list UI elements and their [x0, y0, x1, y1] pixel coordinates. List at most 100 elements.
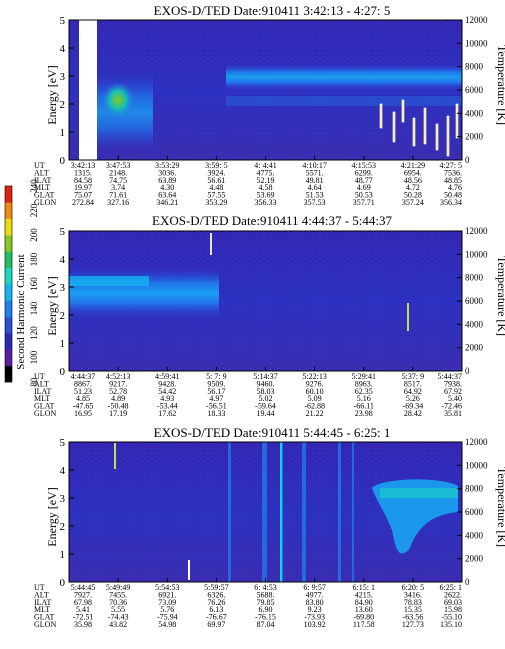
orbit-cell: 15.35 [404, 605, 422, 614]
y2-tick-label: 2000 [465, 132, 484, 142]
panel-2-title: EXOS-D/TED Date:910411 4:44:37 - 5:44:37 [152, 213, 392, 228]
colorbar-cell [5, 235, 12, 252]
orbit-cell: 4977. [306, 590, 324, 599]
y-tick-label: 4 [60, 43, 66, 55]
orbit-cell: 6954. [404, 168, 422, 177]
panel-3-y2label: Temperature [K] [495, 467, 505, 547]
orbit-cell: -53.44 [157, 402, 178, 411]
y2-tick-label: 8000 [465, 273, 484, 283]
orbit-cell: 73.09 [158, 598, 176, 607]
orbit-cell: 357.71 [353, 198, 375, 207]
colorbar-tick-label: 220 [29, 203, 39, 217]
panel-3-axes: 0 1 2 3 4 5 0 2000 4000 6000 8000 10000 12000 [60, 437, 489, 589]
colorbar-tick-label: 80 [29, 377, 39, 387]
panel-1-data-gap [79, 20, 97, 160]
y-tick-label: 5 [60, 437, 66, 449]
orbit-cell: 5571. [306, 168, 324, 177]
y-tick-label: 3 [60, 493, 66, 505]
y-tick-label: 5 [60, 15, 66, 27]
y2-tick-label: 8000 [465, 62, 484, 72]
colorbar-cell [5, 186, 12, 203]
orbit-cell: -73.93 [304, 613, 325, 622]
orbit-cell: 79.85 [257, 598, 275, 607]
orbit-cell: 4.76 [448, 183, 462, 192]
colorbar-frame [4, 185, 13, 383]
orbit-cell: 75.07 [74, 191, 92, 200]
orbit-cell: 7455. [109, 590, 127, 599]
orbit-cell: 4:59:41 [155, 372, 179, 381]
y2-tick-label: 12000 [465, 15, 488, 25]
orbit-cell: 67.92 [444, 387, 462, 396]
orbit-cell: 4775. [257, 168, 275, 177]
panel-1-saturation-spikes [379, 99, 459, 157]
orbit-cell: 6:20: 5 [402, 583, 424, 592]
y2-tick-label: 0 [465, 155, 470, 165]
panel-3-plot [69, 442, 462, 582]
orbit-cell: -59.64 [255, 402, 276, 411]
panel-1-title: EXOS-D/TED Date:910411 3:42:13 - 4:27: 5 [154, 3, 391, 18]
panel-1-plot [69, 20, 462, 160]
orbit-cell: 9428. [158, 379, 176, 388]
orbit-cell: 69.03 [444, 598, 462, 607]
orbit-cell: 67.98 [74, 598, 92, 607]
orbit-cell: 117.58 [353, 620, 375, 629]
orbit-cell: -66.11 [354, 402, 374, 411]
y2-tick-label: 2000 [465, 554, 484, 564]
panel-2-axes: 0 1 2 3 4 5 0 2000 4000 6000 8000 10000 12000 [60, 226, 489, 378]
orbit-cell: 4.93 [160, 394, 174, 403]
orbit-cell: 356.33 [255, 198, 277, 207]
orbit-cell: 4215. [355, 590, 373, 599]
y-tick-label: 4 [60, 254, 66, 266]
y2-tick-label: 0 [465, 577, 470, 587]
orbit-cell: 5688. [257, 590, 275, 599]
y-tick-label: 0 [60, 366, 66, 378]
orbit-cell: 5:44:37 [438, 372, 462, 381]
y-tick-label: 3 [60, 71, 66, 83]
orbit-cell: 4:21:29 [401, 161, 425, 170]
orbit-row-label: ALT [34, 590, 49, 599]
orbit-cell: 58.03 [257, 387, 275, 396]
orbit-cell: 4.64 [308, 183, 322, 192]
orbit-row-label: MLT [34, 394, 50, 403]
orbit-cell: 6:15: 1 [353, 583, 375, 592]
orbit-cell: 51.53 [306, 191, 324, 200]
orbit-cell: 5:14:37 [253, 372, 277, 381]
y-tick-label: 1 [60, 338, 66, 350]
colorbar-cell [5, 333, 12, 350]
orbit-cell: 4.97 [209, 394, 223, 403]
orbit-cell: 56.61 [207, 176, 225, 185]
orbit-cell: 3416. [404, 590, 422, 599]
orbit-cell: 51.23 [74, 387, 92, 396]
y2-tick-label: 6000 [465, 85, 484, 95]
orbit-row-label: UT [34, 372, 45, 381]
orbit-cell: 69.97 [207, 620, 225, 629]
orbit-cell: 23.98 [355, 409, 373, 418]
colorbar-title: Second Harmonic Current [15, 254, 27, 369]
colorbar-tick-label: 100 [29, 350, 39, 364]
orbit-row-label: GLAT [34, 402, 55, 411]
orbit-cell: 76.26 [207, 598, 225, 607]
orbit-cell: -63.56 [403, 613, 424, 622]
orbit-cell: 7536. [444, 168, 462, 177]
panel-1-hot-region [102, 82, 134, 118]
panel-2-ylabel: Energy [eV] [45, 276, 59, 335]
orbit-cell: -75.94 [157, 613, 178, 622]
orbit-row-label: GLAT [34, 613, 55, 622]
y2-tick-label: 4000 [465, 108, 484, 118]
orbit-cell: 70.36 [109, 598, 127, 607]
orbit-cell: 5:37: 9 [402, 372, 424, 381]
orbit-cell: 4:15:53 [352, 161, 376, 170]
panel-2: EXOS-D/TED Date:910411 4:44:37 - 5:44:37… [34, 213, 505, 418]
orbit-cell: 8867. [74, 379, 92, 388]
orbit-cell: -47.65 [73, 402, 94, 411]
orbit-cell: 3:42:13 [71, 161, 95, 170]
colorbar-ticks: 80 100 120 140 160 180 200 220 240 [29, 179, 39, 387]
orbit-row-label: MLT [34, 605, 50, 614]
y2-tick-label: 12000 [465, 437, 488, 447]
y2-tick-label: 6000 [465, 296, 484, 306]
orbit-cell: 3036. [158, 168, 176, 177]
y-tick-label: 2 [60, 99, 66, 111]
orbit-cell: 5:22:13 [302, 372, 326, 381]
